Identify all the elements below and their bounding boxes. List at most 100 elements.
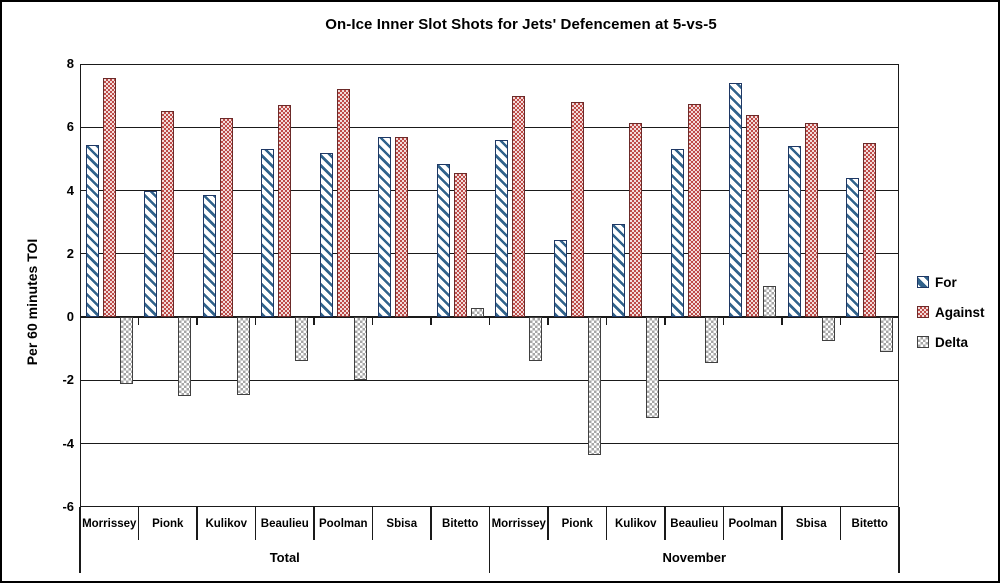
category-axis-tick bbox=[371, 318, 374, 326]
bar-for-november-bitetto bbox=[846, 177, 860, 318]
bar-delta-total-kulikov bbox=[236, 317, 250, 395]
category-axis-tick bbox=[605, 318, 608, 326]
legend-item-against: Against bbox=[917, 297, 985, 327]
bar-for-total-kulikov bbox=[202, 195, 216, 318]
bar-for-total-bitetto bbox=[436, 163, 450, 318]
bar-delta-november-beaulieu bbox=[704, 317, 718, 364]
bar-delta-total-pionk bbox=[178, 317, 192, 397]
bar-delta-total-beaulieu bbox=[295, 317, 309, 362]
bar-delta-november-pionk bbox=[587, 317, 601, 455]
legend-item-delta: Delta bbox=[917, 327, 985, 357]
category-axis-tick bbox=[547, 318, 549, 326]
group-label: November bbox=[662, 550, 727, 565]
category-label: Kulikov bbox=[205, 518, 248, 530]
bar-for-total-morrissey bbox=[85, 144, 99, 318]
y-tick-label: 8 bbox=[66, 56, 74, 71]
bar-against-november-bitetto bbox=[863, 143, 877, 318]
bar-for-total-pionk bbox=[144, 190, 158, 318]
category-axis-tick bbox=[781, 318, 783, 326]
legend-label: Against bbox=[935, 304, 985, 320]
bar-against-november-sbisa bbox=[804, 122, 818, 318]
category-label: Bitetto bbox=[851, 518, 888, 530]
bar-delta-november-kulikov bbox=[646, 317, 660, 419]
legend: For Against Delta bbox=[917, 267, 985, 357]
y-tick-label: -2 bbox=[62, 372, 74, 388]
category-label: Bitetto bbox=[442, 518, 479, 530]
bar-against-november-pionk bbox=[570, 101, 584, 318]
y-tick-label: 4 bbox=[66, 182, 74, 198]
bar-against-total-sbisa bbox=[395, 136, 409, 318]
against-pattern-swatch-icon bbox=[917, 306, 929, 318]
category-axis-tick bbox=[664, 318, 666, 326]
bar-delta-total-poolman bbox=[353, 317, 367, 381]
category-axis-tick bbox=[313, 318, 315, 326]
category-label: Morrissey bbox=[491, 518, 546, 530]
bar-delta-total-bitetto bbox=[470, 307, 484, 318]
category-label: Pionk bbox=[561, 518, 593, 530]
bar-against-total-morrissey bbox=[102, 78, 116, 318]
category-label: Kulikov bbox=[614, 518, 657, 530]
category-axis-tick bbox=[488, 318, 491, 326]
gridline bbox=[80, 443, 899, 445]
category-separator bbox=[664, 507, 666, 540]
category-separator bbox=[547, 507, 549, 540]
bar-delta-november-bitetto bbox=[880, 317, 894, 352]
category-axis-tick bbox=[196, 318, 198, 326]
bar-against-total-bitetto bbox=[453, 173, 467, 318]
category-label: Pionk bbox=[152, 518, 184, 530]
category-separator bbox=[371, 507, 374, 540]
group-separator bbox=[898, 507, 900, 573]
category-separator bbox=[839, 507, 842, 540]
bar-against-november-morrissey bbox=[512, 95, 526, 318]
gridline bbox=[80, 379, 899, 381]
bar-for-november-poolman bbox=[729, 82, 743, 318]
zero-gridline bbox=[80, 316, 899, 319]
bar-against-november-kulikov bbox=[629, 122, 643, 318]
bar-against-total-kulikov bbox=[219, 117, 233, 318]
category-label: Poolman bbox=[728, 518, 778, 530]
bar-for-total-beaulieu bbox=[261, 149, 275, 318]
category-separator bbox=[137, 507, 140, 540]
gridline bbox=[80, 190, 899, 192]
category-separator bbox=[781, 507, 783, 540]
y-tick-label: -4 bbox=[62, 435, 74, 451]
legend-item-for: For bbox=[917, 267, 985, 297]
group-label: Total bbox=[269, 550, 300, 565]
bar-against-total-beaulieu bbox=[278, 105, 292, 318]
group-separator bbox=[488, 507, 491, 573]
category-separator bbox=[722, 507, 725, 540]
category-axis-tick bbox=[839, 318, 842, 326]
delta-pattern-swatch-icon bbox=[917, 336, 929, 348]
category-label: Sbisa bbox=[386, 518, 418, 530]
category-separator bbox=[196, 507, 198, 540]
bar-for-total-poolman bbox=[319, 152, 333, 318]
category-axis-tick bbox=[137, 318, 140, 326]
y-tick-label: -6 bbox=[62, 499, 74, 514]
bar-delta-november-sbisa bbox=[821, 317, 835, 341]
for-pattern-swatch-icon bbox=[917, 276, 929, 288]
y-tick-label: 0 bbox=[66, 309, 74, 325]
category-label: Beaulieu bbox=[260, 518, 309, 530]
category-separator bbox=[313, 507, 315, 540]
bar-for-november-pionk bbox=[553, 239, 567, 318]
legend-label: For bbox=[935, 274, 957, 290]
y-tick-label: 2 bbox=[66, 245, 74, 261]
gridline bbox=[80, 253, 899, 255]
category-separator bbox=[254, 507, 257, 540]
bar-delta-november-poolman bbox=[763, 285, 777, 318]
bar-against-november-poolman bbox=[746, 114, 760, 318]
category-axis-tick bbox=[430, 318, 432, 326]
category-separator bbox=[605, 507, 608, 540]
category-label: Morrissey bbox=[82, 518, 137, 530]
bar-for-november-sbisa bbox=[787, 146, 801, 318]
bar-for-total-sbisa bbox=[378, 136, 392, 318]
bar-delta-november-morrissey bbox=[529, 317, 543, 362]
bar-for-november-kulikov bbox=[612, 223, 626, 318]
category-label: Beaulieu bbox=[670, 518, 719, 530]
category-label: Poolman bbox=[318, 518, 368, 530]
category-label: Sbisa bbox=[795, 518, 827, 530]
category-axis-tick bbox=[722, 318, 725, 326]
category-axis-tick bbox=[254, 318, 257, 326]
bar-against-november-beaulieu bbox=[687, 103, 701, 318]
bar-for-november-morrissey bbox=[495, 139, 509, 318]
